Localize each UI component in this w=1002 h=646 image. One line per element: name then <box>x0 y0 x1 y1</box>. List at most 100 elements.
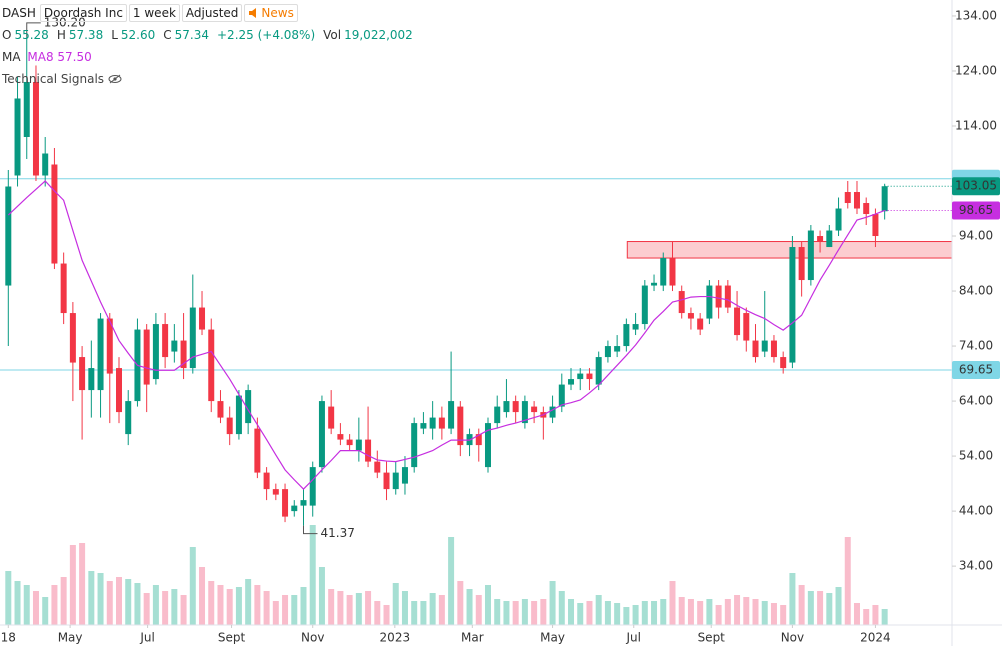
level-tag-label: 69.65 <box>959 362 993 376</box>
volume-bar <box>235 587 242 625</box>
candle-body <box>457 406 464 446</box>
candle-body <box>761 340 768 352</box>
volume-bar <box>226 589 233 625</box>
candle-body <box>272 489 279 495</box>
x-tick-label: May <box>58 631 83 645</box>
candle-body <box>51 164 58 264</box>
volume-bar <box>208 581 215 625</box>
volume-bar <box>263 591 270 625</box>
candle-body <box>365 439 372 462</box>
candle-body <box>641 285 648 325</box>
volume-bar <box>23 585 30 625</box>
volume-bar <box>60 577 67 625</box>
candle-body <box>23 81 30 137</box>
volume-bar <box>51 585 58 625</box>
candle-body <box>669 258 676 286</box>
candle-body <box>863 203 870 215</box>
candle-body <box>503 401 510 413</box>
volume-bar <box>401 591 408 625</box>
candle-body <box>309 467 316 506</box>
volume-bar <box>125 579 132 625</box>
candle-body <box>282 489 289 517</box>
candle-body <box>632 324 639 330</box>
candle-body <box>844 192 851 204</box>
level-tag-box <box>952 360 1000 379</box>
candle-body <box>226 417 233 435</box>
vol-value: 19,022,002 <box>344 28 413 42</box>
volume-bar <box>300 587 307 625</box>
candle-body <box>687 313 694 319</box>
volume-bar <box>328 589 335 625</box>
y-tick-label: 34.00 <box>959 559 993 573</box>
x-tick-label: Nov <box>301 631 324 645</box>
volume-bar <box>475 595 482 625</box>
candle-body <box>512 401 519 413</box>
news-button[interactable]: News <box>244 4 298 22</box>
volume-bar <box>245 579 252 625</box>
ma-row: MA MA8 57.50 <box>2 46 421 68</box>
volume-bar <box>217 585 224 625</box>
candle-body <box>494 406 501 424</box>
hide-icon[interactable] <box>108 74 122 84</box>
volume-bar <box>678 597 685 625</box>
volume-bar <box>448 537 455 625</box>
volume-bar <box>724 599 731 625</box>
volume-bar <box>697 601 704 625</box>
interval[interactable]: 1 week <box>128 4 180 22</box>
candle-body <box>411 423 418 468</box>
x-tick-label: Mar <box>461 631 484 645</box>
volume-bar <box>660 599 667 625</box>
candle-body <box>678 291 685 314</box>
ohlc-value: 57.34 <box>174 28 209 42</box>
candle-body <box>125 401 132 435</box>
y-tick-label: 64.00 <box>959 394 993 408</box>
volume-bar <box>614 603 621 625</box>
candle-body <box>558 384 565 407</box>
candle-body <box>152 324 159 380</box>
y-tick-label: 44.00 <box>959 504 993 518</box>
volume-bar <box>651 601 658 625</box>
y-tick-label: 74.00 <box>959 339 993 353</box>
ma-value: MA8 57.50 <box>27 50 92 64</box>
ohlc-row: O 55.28 H 57.38 L 52.60 C 57.34 +2.25 (+4.08%) Vo… <box>2 24 421 46</box>
ma-line <box>7 180 885 490</box>
candle-body <box>614 346 621 352</box>
volume-bar <box>392 583 399 625</box>
x-tick-label: Sept <box>698 631 726 645</box>
symbol-row: DASH Doordash Inc 1 week Adjusted News <box>2 2 421 24</box>
candle-body <box>208 329 215 402</box>
volume-bar <box>623 607 630 625</box>
volume-bar <box>863 609 870 625</box>
y-tick-label: 94.00 <box>959 229 993 243</box>
candle-body <box>651 282 658 286</box>
change: +2.25 (+4.08%) <box>217 28 316 42</box>
volume-bar <box>484 585 491 625</box>
candle-body <box>724 285 731 308</box>
candle-body <box>88 368 95 391</box>
adjustment[interactable]: Adjusted <box>181 4 243 22</box>
volume-bar <box>134 583 141 625</box>
candle-body <box>97 318 104 391</box>
symbol: DASH <box>2 6 36 20</box>
volume-bar <box>521 599 528 625</box>
volume-bar <box>872 605 879 625</box>
y-tick-label: 124.00 <box>955 63 997 77</box>
candle-body <box>586 373 593 380</box>
ohlc-key: C <box>163 28 172 42</box>
ohlc-key: L <box>111 28 118 42</box>
candle-body <box>217 401 224 418</box>
candle-body <box>346 439 353 446</box>
volume-bar <box>97 573 104 625</box>
candle-body <box>438 417 445 429</box>
candle-body <box>715 285 722 308</box>
company[interactable]: Doordash Inc <box>39 4 127 22</box>
candle-body <box>5 186 12 286</box>
candle-body <box>318 401 325 468</box>
x-tick-label: 2023 <box>380 631 411 645</box>
volume-bar <box>106 581 113 625</box>
ma-tag-label: 98.65 <box>959 203 993 217</box>
candle-body <box>853 192 860 209</box>
volume-bar <box>346 595 353 625</box>
candle-body <box>872 214 879 237</box>
